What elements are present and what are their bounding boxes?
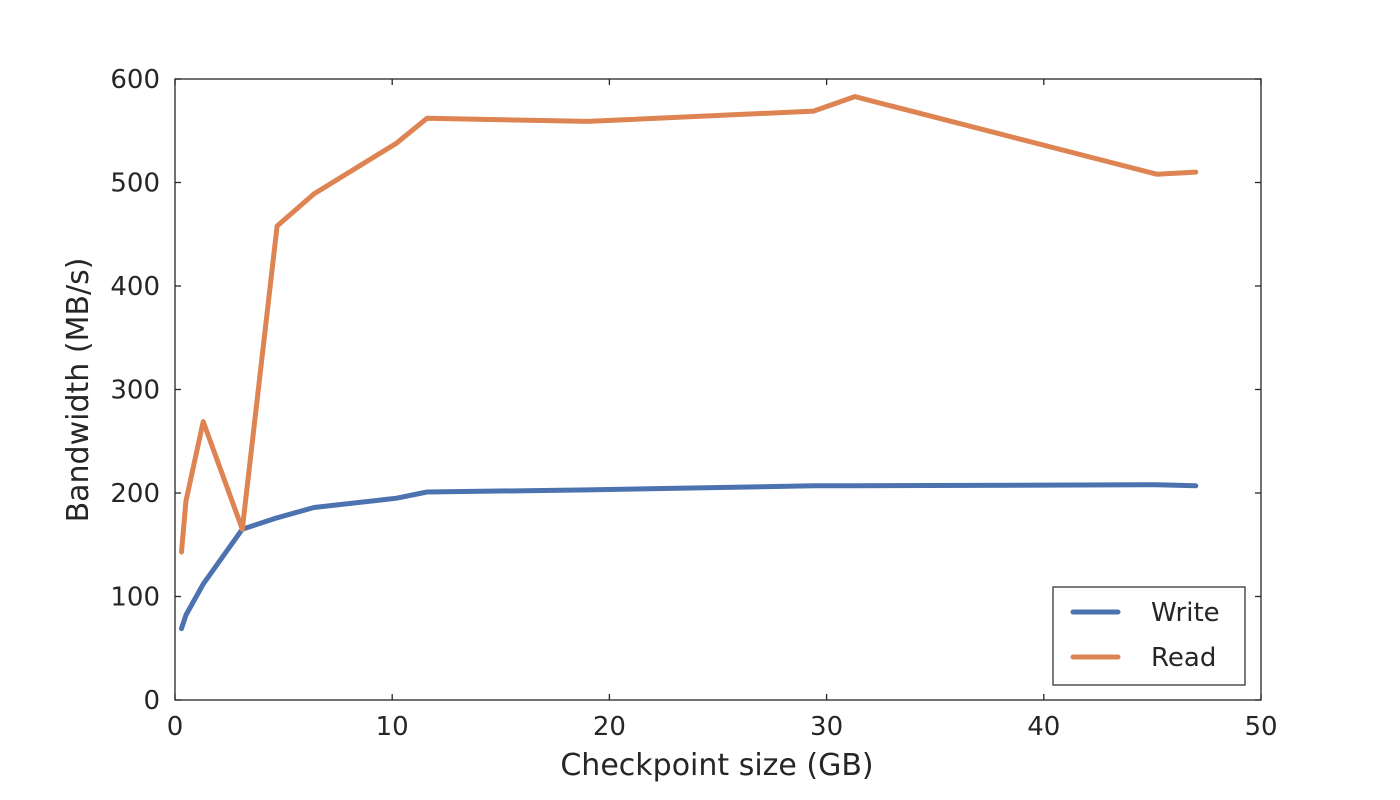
y-tick-label: 0 [143,686,160,716]
y-tick-label: 100 [110,583,160,613]
x-tick-label: 30 [810,712,843,742]
x-tick-label: 0 [167,712,184,742]
x-tick-label: 10 [376,712,409,742]
legend: Write Read [1052,586,1246,686]
x-tick-label: 50 [1244,712,1277,742]
legend-label-write: Write [1151,598,1220,628]
legend-label-read: Read [1151,643,1216,673]
y-axis-label: Bandwidth (MB/s) [61,258,96,523]
y-tick-label: 300 [110,376,160,406]
x-tick-label: 40 [1027,712,1060,742]
legend-box [1052,586,1246,686]
y-tick-label: 400 [110,272,160,302]
series-line-write [179,482,1199,632]
series-line-read [179,94,1199,555]
y-tick-label: 200 [110,479,160,509]
y-tick-label: 600 [110,65,160,95]
y-tick-label: 500 [110,169,160,199]
x-axis-label: Checkpoint size (GB) [560,748,873,783]
x-tick-label: 20 [593,712,626,742]
series-lines [179,94,1199,632]
